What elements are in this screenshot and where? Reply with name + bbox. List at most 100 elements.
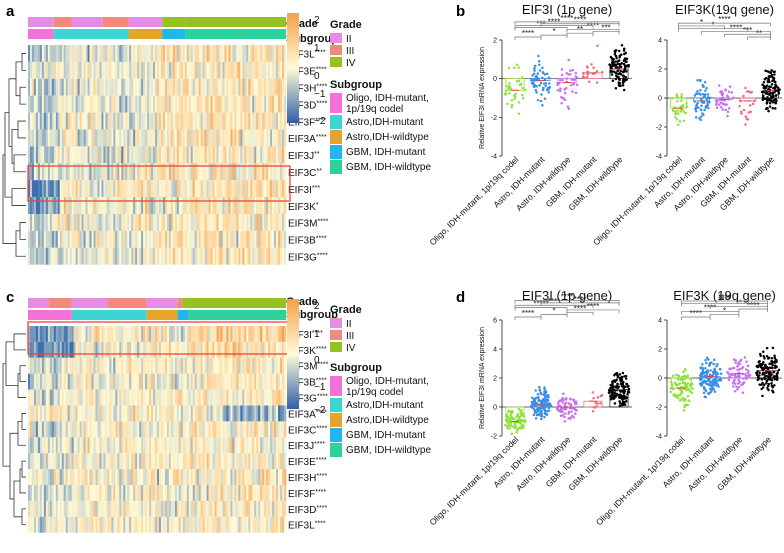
heatmap-cell (83, 516, 86, 533)
heatmap-cell (29, 129, 33, 147)
heatmap-cell (41, 326, 45, 342)
heatmap-cell (202, 163, 205, 181)
heatmap-cell (180, 45, 184, 62)
heatmap-cell (170, 146, 174, 164)
heatmap-cell (254, 45, 257, 62)
heatmap-cell (39, 389, 43, 406)
data-point (575, 83, 579, 86)
heatmap-cell (73, 112, 76, 130)
heatmap-cell (170, 437, 174, 454)
heatmap-cell (276, 326, 279, 342)
data-point (706, 100, 710, 104)
heatmap-cell (224, 129, 227, 147)
heatmap-cell (39, 373, 43, 390)
heatmap-cell (93, 357, 96, 374)
data-point (671, 97, 674, 100)
heatmap-cell (204, 453, 207, 470)
heatmap-cell (45, 163, 49, 181)
heatmap-cell (160, 326, 164, 342)
heatmap-cell (276, 247, 279, 265)
heatmap-cell (242, 453, 245, 470)
heatmap-cell (276, 373, 279, 390)
heatmap-cell (246, 78, 249, 96)
data-point (672, 106, 675, 109)
heatmap-cell (153, 405, 156, 422)
heatmap-cell (180, 230, 184, 248)
heatmap-cell (71, 326, 74, 342)
heatmap-cell (198, 197, 201, 214)
heatmap-cell (244, 146, 247, 164)
data-point (596, 396, 600, 399)
heatmap-cell (274, 112, 277, 130)
legend-a-grade-title: Grade (330, 19, 362, 31)
heatmap-cell (93, 500, 96, 517)
data-point (625, 60, 628, 64)
heatmap-cell (230, 112, 233, 130)
heatmap-cell (89, 146, 92, 164)
data-point (529, 78, 533, 82)
heatmap-c: EIF3I****EIF3K****EIF3M****EIF3B****EIF3… (2, 296, 338, 533)
heatmap-cell (53, 485, 57, 501)
heatmap-cell (234, 78, 237, 96)
heatmap-cell (111, 485, 114, 501)
heatmap-cell (29, 469, 33, 485)
legend-a: 2 1 0 −1 −2 Grade II III IV Subgroup Oli… (287, 13, 431, 174)
heatmap-cell (248, 214, 251, 231)
heatmap-cell (41, 485, 45, 501)
significance-bracket (566, 309, 620, 313)
heatmap-cell (101, 485, 104, 501)
heatmap-cell (186, 129, 190, 147)
heatmap-cell (125, 129, 128, 147)
heatmap-cell (276, 453, 279, 470)
heatmap-cell (43, 405, 47, 422)
heatmap-cell (178, 485, 182, 501)
heatmap-cell (67, 45, 70, 62)
heatmap-cell (69, 197, 72, 214)
heatmap-cell (262, 146, 265, 164)
heatmap-cell (115, 129, 118, 147)
heatmap-cell (208, 163, 211, 181)
grade-annotation-segment (107, 298, 147, 308)
heatmap-cell (31, 95, 35, 113)
gene-row-label: EIF3L**** (288, 521, 326, 532)
heatmap-cell (83, 129, 86, 147)
heatmap-cell (222, 95, 225, 113)
heatmap-cell (75, 45, 78, 62)
heatmap-cell (272, 405, 275, 422)
data-point (620, 61, 624, 65)
heatmap-cell (268, 61, 271, 79)
heatmap-cell (244, 230, 247, 248)
heatmap-cell (282, 485, 285, 501)
heatmap-cell (270, 341, 273, 358)
heatmap-cell (133, 180, 136, 198)
heatmap-cell (168, 61, 172, 79)
heatmap-cell (53, 214, 57, 231)
heatmap-cell (246, 247, 249, 265)
heatmap-cell (79, 469, 82, 485)
heatmap-cell (145, 421, 148, 438)
heatmap-cell (252, 163, 255, 181)
row-dendrogram (2, 333, 26, 526)
heatmap-cell (155, 437, 158, 454)
heatmap-cell (117, 180, 120, 198)
heatmap-cell (59, 453, 63, 470)
heatmap-cell (153, 146, 156, 164)
heatmap-cell (119, 146, 122, 164)
heatmap-cell (182, 405, 186, 422)
heatmap-cell (57, 500, 61, 517)
heatmap-cell (178, 516, 182, 533)
heatmap-cell (280, 146, 283, 164)
heatmap-cell (139, 373, 142, 390)
heatmap-cell (143, 230, 146, 248)
heatmap-cell (55, 453, 59, 470)
heatmap-cell (143, 500, 146, 517)
heatmap-cell (131, 485, 134, 501)
heatmap-cell (198, 373, 201, 390)
data-point (618, 404, 622, 408)
heatmap-cell (121, 485, 124, 501)
heatmap-cell (158, 214, 162, 231)
heatmap-cell (182, 95, 186, 113)
heatmap-cell (244, 516, 247, 533)
data-point (509, 424, 512, 427)
heatmap-cell (143, 357, 146, 374)
